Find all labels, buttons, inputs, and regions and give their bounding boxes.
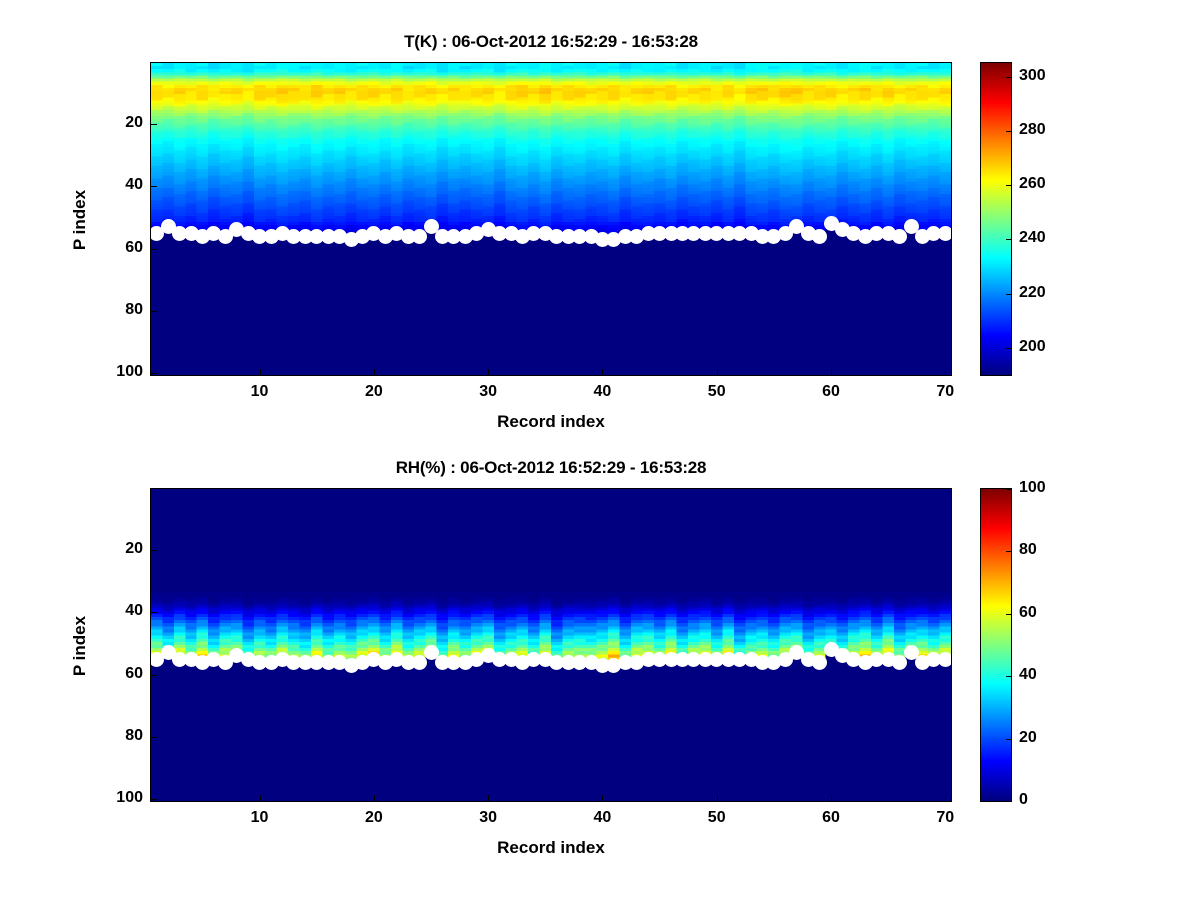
y-tick-mark [151, 612, 157, 614]
x-tick-mark [259, 369, 261, 375]
colorbar-tick-label: 40 [1019, 666, 1037, 684]
x-tick-label: 40 [593, 809, 612, 826]
heatmap-canvas-relative-humidity [151, 489, 951, 801]
y-tick-label: 100 [116, 789, 143, 807]
x-tick-label: 10 [250, 383, 269, 400]
panel-relative-humidity: RH(%) : 06-Oct-2012 16:52:29 - 16:53:28 … [0, 425, 1200, 900]
x-tick-label: 60 [822, 809, 840, 826]
colorbar-tick-label: 260 [1019, 175, 1046, 193]
x-tick-mark [373, 369, 375, 375]
plot-title-temperature: T(K) : 06-Oct-2012 16:52:29 - 16:53:28 [404, 32, 698, 51]
x-tick-label: 40 [593, 383, 612, 400]
colorbar-tick-mark [1006, 130, 1011, 132]
x-tick-label: 30 [479, 383, 498, 400]
y-axis-label-relative-humidity: P index [70, 615, 89, 677]
y-tick-label: 80 [125, 301, 143, 319]
colorbar-tick-mark [1006, 185, 1011, 187]
panel-temperature: T(K) : 06-Oct-2012 16:52:29 - 16:53:28 1… [70, 32, 1046, 431]
colorbar-tick-mark [1006, 801, 1011, 802]
x-tick-mark [945, 795, 947, 801]
x-axis-label-temperature: Record index [497, 412, 605, 431]
x-tick-mark [259, 795, 261, 801]
colorbar-tick-label: 300 [1019, 66, 1046, 84]
colorbar-tick-label: 200 [1019, 337, 1046, 355]
y-tick-mark [151, 311, 157, 313]
colorbar-tick-mark [1006, 738, 1011, 740]
x-tick-mark [945, 369, 947, 375]
colorbar-relative-humidity[interactable] [980, 488, 1012, 802]
x-tick-label: 30 [479, 809, 498, 826]
y-tick-label: 40 [125, 176, 143, 194]
y-tick-label: 60 [125, 664, 143, 682]
colorbar-tick-label: 100 [1019, 479, 1046, 496]
y-tick-mark [151, 737, 157, 739]
y-tick-label: 20 [125, 113, 143, 131]
x-axis-label-relative-humidity: Record index [497, 838, 605, 857]
x-tick-label: 50 [707, 809, 726, 826]
colorbar-temperature[interactable] [980, 62, 1012, 376]
heatmap-axes-temperature[interactable] [150, 62, 952, 376]
x-tick-mark [716, 795, 718, 801]
y-tick-mark [151, 186, 157, 188]
y-tick-mark [151, 123, 157, 125]
x-tick-mark [488, 795, 490, 801]
y-tick-label: 100 [116, 363, 143, 381]
y-tick-label: 20 [125, 539, 143, 557]
colorbar-tick-label: 220 [1019, 283, 1046, 301]
colorbar-tick-label: 240 [1019, 229, 1046, 247]
x-tick-label: 70 [936, 383, 955, 400]
x-tick-mark [602, 795, 604, 801]
x-tick-mark [602, 369, 604, 375]
y-tick-label: 60 [125, 238, 143, 256]
colorbar-tick-mark [1006, 347, 1011, 349]
colorbar-tick-label: 60 [1019, 603, 1037, 621]
y-tick-mark [151, 248, 157, 250]
y-tick-mark [151, 373, 157, 375]
colorbar-tick-label: 80 [1019, 541, 1037, 559]
colorbar-tick-mark [1006, 489, 1011, 490]
colorbar-tick-mark [1006, 613, 1011, 615]
x-tick-mark [831, 795, 832, 801]
x-tick-label: 70 [936, 809, 955, 826]
x-tick-label: 60 [822, 383, 840, 400]
colorbar-tick-label: 280 [1019, 120, 1046, 138]
heatmap-canvas-temperature [151, 63, 951, 375]
colorbar-tick-mark [1006, 239, 1011, 241]
colorbar-tick-mark [1006, 76, 1011, 78]
colorbar-tick-mark [1006, 676, 1011, 678]
y-tick-mark [151, 799, 157, 801]
x-tick-mark [716, 369, 718, 375]
x-tick-mark [831, 369, 832, 375]
colorbar-tick-mark [1006, 551, 1011, 553]
x-tick-label: 10 [250, 809, 269, 826]
y-tick-mark [151, 549, 157, 551]
heatmap-axes-relative-humidity[interactable] [150, 488, 952, 802]
y-tick-label: 40 [125, 602, 143, 620]
x-tick-mark [373, 795, 375, 801]
colorbar-gradient-relative-humidity [981, 489, 1011, 801]
colorbar-tick-mark [1006, 293, 1011, 295]
colorbar-tick-label: 20 [1019, 728, 1037, 746]
x-tick-mark [488, 369, 490, 375]
colorbar-gradient-temperature [981, 63, 1011, 375]
x-tick-label: 50 [707, 383, 726, 400]
plot-title-relative-humidity: RH(%) : 06-Oct-2012 16:52:29 - 16:53:28 [395, 458, 707, 477]
colorbar-tick-label: 0 [1019, 791, 1028, 808]
x-tick-label: 20 [364, 809, 383, 826]
y-tick-label: 80 [125, 727, 143, 745]
y-axis-label-temperature: P index [70, 189, 89, 251]
x-tick-label: 20 [364, 383, 383, 400]
y-tick-mark [151, 674, 157, 676]
